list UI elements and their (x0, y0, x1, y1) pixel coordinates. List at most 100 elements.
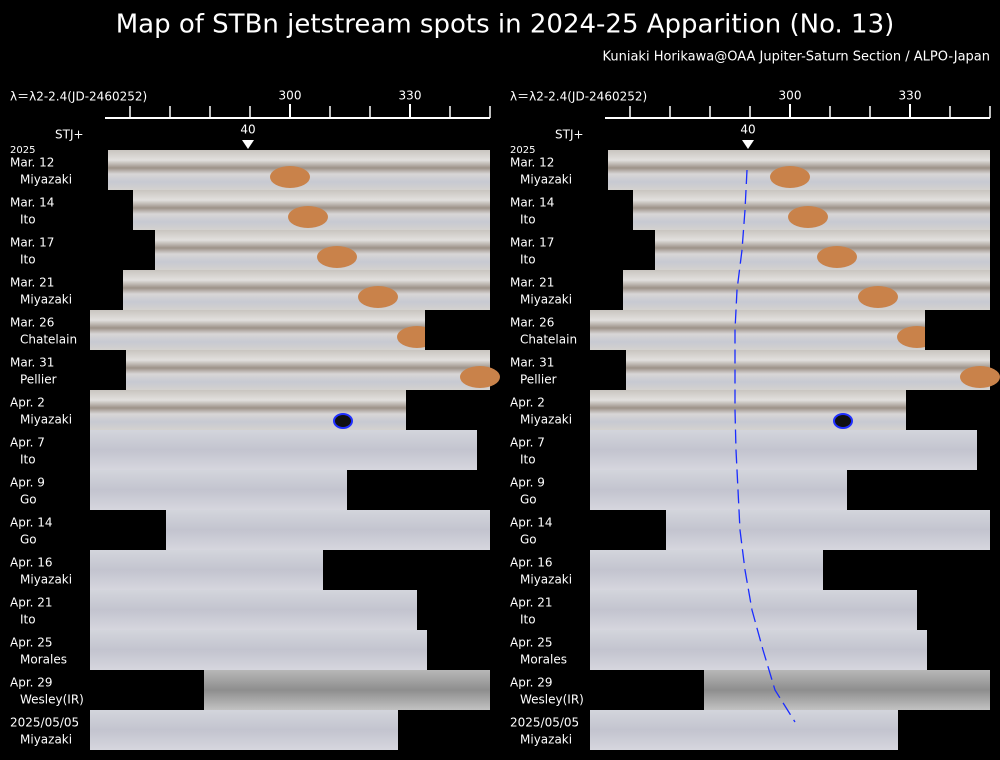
edge-cover (906, 390, 990, 430)
row-observer: Miyazaki (520, 173, 572, 187)
jupiter-strip (704, 670, 990, 710)
tick-label: 330 (899, 89, 922, 103)
jupiter-strip (90, 310, 425, 350)
jupiter-strip (590, 710, 898, 750)
row-observer: Go (520, 533, 537, 547)
edge-cover (427, 630, 490, 670)
jupiter-strip (590, 590, 917, 630)
edge-cover (323, 550, 490, 590)
row-observer: Miyazaki (20, 173, 72, 187)
row-observer: Chatelain (20, 333, 77, 347)
red-spot (288, 206, 328, 228)
row-observer: Miyazaki (520, 293, 572, 307)
jupiter-strip (166, 510, 490, 550)
row-date: Mar. 31 (10, 356, 54, 370)
row-date: Mar. 17 (10, 236, 54, 250)
row-observer: Miyazaki (20, 733, 72, 747)
row-date: Apr. 29 (510, 676, 553, 690)
row-observer: Go (20, 493, 37, 507)
row-observer: Wesley(IR) (520, 693, 584, 707)
edge-cover (925, 310, 990, 350)
row-date: Apr. 29 (10, 676, 53, 690)
row-date: Mar. 12 (510, 156, 554, 170)
red-spot (788, 206, 828, 228)
moon-shadow (833, 413, 853, 429)
row-date: Apr. 9 (510, 476, 545, 490)
jupiter-strip (90, 390, 406, 430)
row-date: Apr. 14 (510, 516, 553, 530)
row-observer: Ito (20, 253, 36, 267)
row-date: Apr. 7 (510, 436, 545, 450)
row-date: Mar. 26 (510, 316, 554, 330)
row-date: Apr. 14 (10, 516, 53, 530)
row-date: Mar. 21 (510, 276, 554, 290)
jupiter-strip (90, 550, 323, 590)
red-spot (270, 166, 310, 188)
red-spot (317, 246, 357, 268)
row-date: Apr. 21 (510, 596, 553, 610)
row-date: Apr. 16 (510, 556, 553, 570)
row-observer: Ito (20, 613, 36, 627)
jupiter-strip (90, 430, 477, 470)
row-date: Mar. 14 (10, 196, 54, 210)
row-observer: Miyazaki (520, 413, 572, 427)
jupiter-strip (626, 350, 990, 390)
jupiter-strip (623, 270, 990, 310)
row-observer: Miyazaki (20, 293, 72, 307)
red-spot (358, 286, 398, 308)
edge-cover (398, 710, 490, 750)
axis-label: λ＝λ2-2.4(JD-2460252) (10, 90, 147, 104)
row-observer: Chatelain (520, 333, 577, 347)
jupiter-strip (123, 270, 490, 310)
jupiter-strip (590, 430, 977, 470)
row-date: Mar. 21 (10, 276, 54, 290)
red-spot (770, 166, 810, 188)
marker-label: STJ+ (555, 128, 584, 142)
marker-value: 40 (740, 123, 755, 137)
row-observer: Ito (520, 613, 536, 627)
year: 2025 (510, 145, 535, 156)
jupiter-strip (90, 710, 398, 750)
row-date: 2025/05/05 (510, 716, 579, 730)
edge-cover (917, 590, 990, 630)
row-date: Mar. 26 (10, 316, 54, 330)
row-date: Mar. 14 (510, 196, 554, 210)
row-date: Apr. 2 (510, 396, 545, 410)
row-observer: Miyazaki (520, 573, 572, 587)
edge-cover (406, 390, 490, 430)
edge-cover (347, 470, 490, 510)
marker-value: 40 (240, 123, 255, 137)
row-observer: Go (520, 493, 537, 507)
row-observer: Wesley(IR) (20, 693, 84, 707)
jupiter-strip (590, 630, 927, 670)
moon-shadow (333, 413, 353, 429)
year: 2025 (10, 145, 35, 156)
row-date: Apr. 2 (10, 396, 45, 410)
edge-cover (927, 630, 990, 670)
tick-label: 330 (399, 89, 422, 103)
tick-label: 300 (779, 89, 802, 103)
axis-label: λ＝λ2-2.4(JD-2460252) (510, 90, 647, 104)
jupiter-strip (590, 470, 847, 510)
row-observer: Miyazaki (20, 573, 72, 587)
row-date: Apr. 25 (10, 636, 53, 650)
row-observer: Ito (520, 213, 536, 227)
row-observer: Ito (520, 453, 536, 467)
row-date: 2025/05/05 (10, 716, 79, 730)
jupiter-strip (666, 510, 990, 550)
row-date: Mar. 31 (510, 356, 554, 370)
jupiter-strip (590, 390, 906, 430)
jupiter-strip (204, 670, 490, 710)
row-date: Mar. 12 (10, 156, 54, 170)
jupiter-strip (90, 470, 347, 510)
jupiter-strip (126, 350, 490, 390)
row-observer: Pellier (20, 373, 57, 387)
jupiter-strip (590, 310, 925, 350)
edge-cover (823, 550, 990, 590)
title: Map of STBn jetstream spots in 2024-25 A… (116, 10, 895, 40)
row-date: Mar. 17 (510, 236, 554, 250)
row-date: Apr. 9 (10, 476, 45, 490)
